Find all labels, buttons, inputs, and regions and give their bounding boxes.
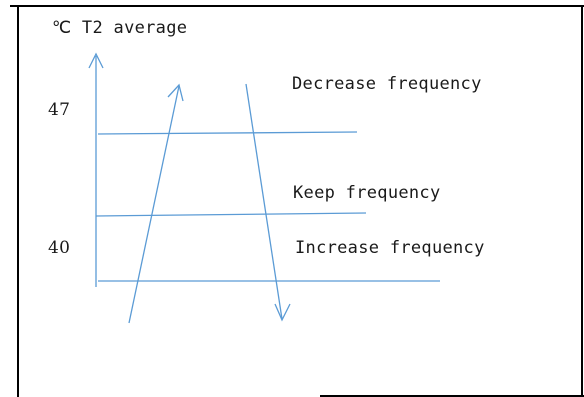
rising-temperature-line [128,85,180,324]
middle-threshold-line [95,212,367,217]
rising-arrowhead-icon [167,83,184,102]
falling-arrowhead-icon [274,303,291,322]
axis-arrowhead-icon [88,52,104,69]
falling-temperature-line [245,83,283,320]
upper-threshold-line [97,131,358,135]
decrease-frequency-label: Decrease frequency [292,74,482,94]
axis-unit-label: ℃ T2 average [52,18,188,38]
keep-frequency-label: Keep frequency [293,183,441,203]
upper-threshold-value: 47 [48,100,71,120]
lower-threshold-value: 40 [48,238,71,258]
increase-frequency-label: Increase frequency [295,238,485,258]
